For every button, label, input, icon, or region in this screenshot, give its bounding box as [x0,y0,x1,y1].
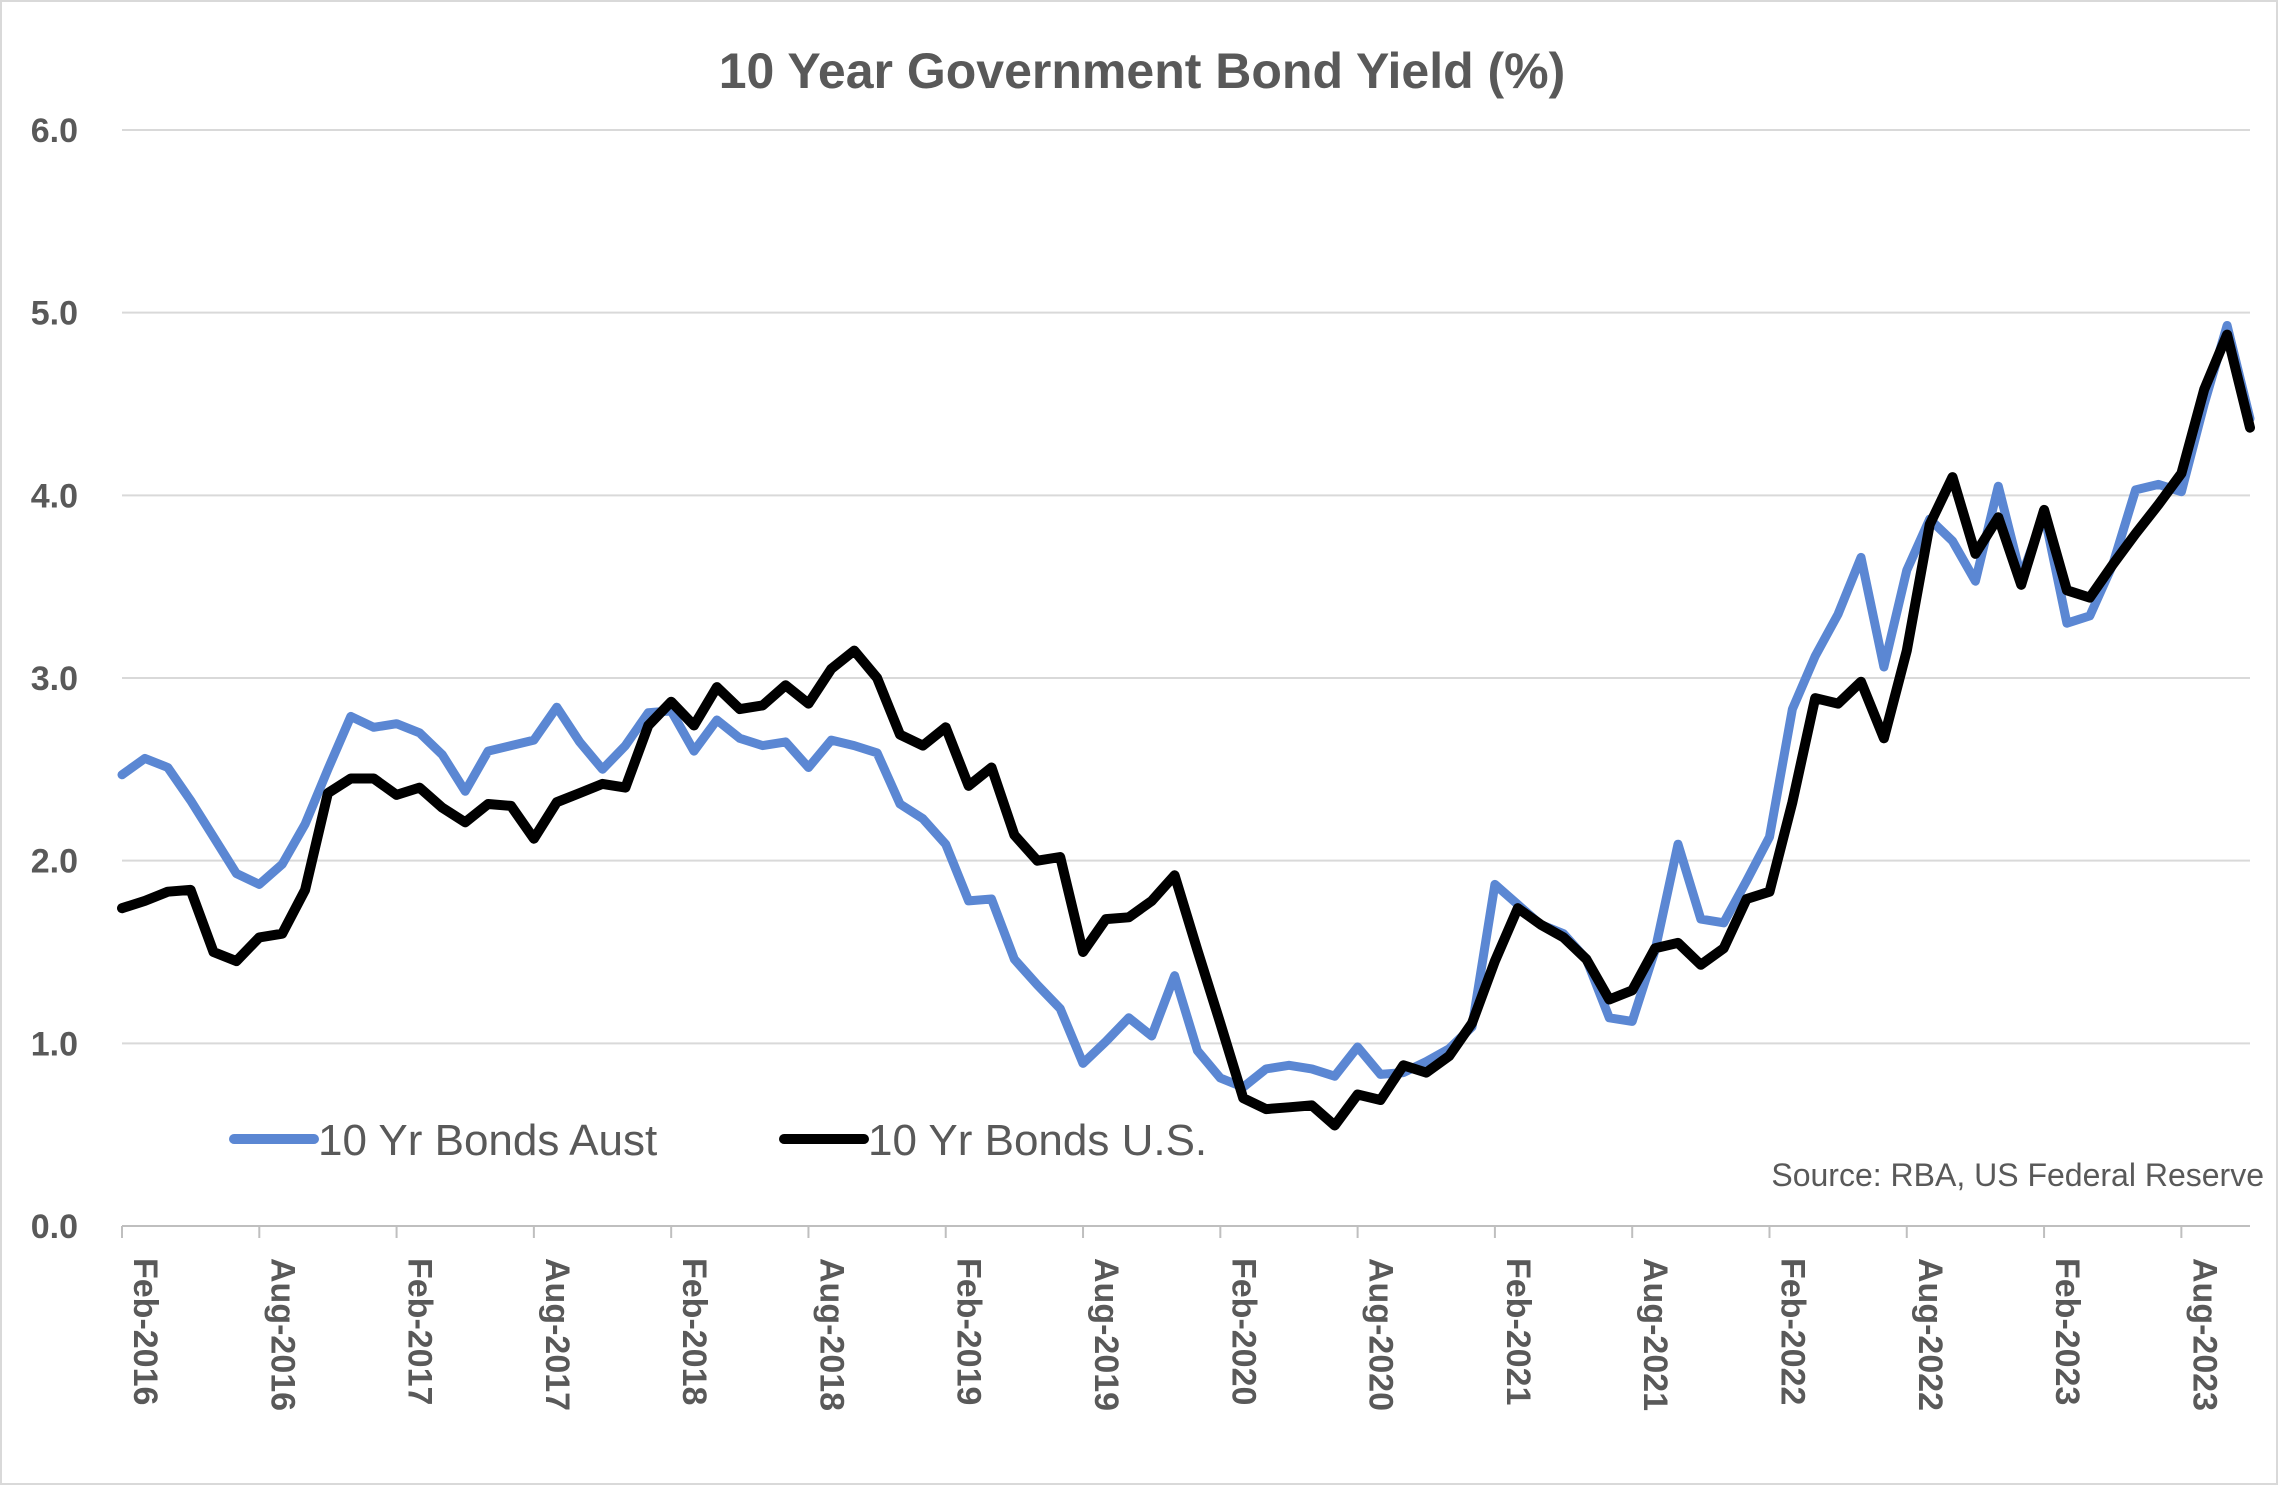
x-tick-label: Aug-2018 [812,1258,850,1411]
x-tick-label: Feb-2016 [126,1258,164,1405]
chart-title: 10 Year Government Bond Yield (%) [719,43,1566,99]
x-tick-label: Feb-2023 [2048,1258,2086,1405]
y-tick-label: 1.0 [31,1025,78,1063]
x-tick-label: Aug-2023 [2185,1258,2223,1411]
y-tick-label: 6.0 [31,112,78,150]
x-tick-label: Aug-2020 [1362,1258,1400,1411]
source-note: Source: RBA, US Federal Reserve [1771,1157,2264,1193]
series-line-us [117,329,2255,1131]
x-tick-label: Aug-2016 [263,1258,301,1411]
y-tick-label: 3.0 [31,660,78,698]
y-tick-label: 0.0 [31,1208,78,1246]
x-tick-label: Aug-2017 [538,1258,576,1411]
series-line-aust [117,321,2255,1092]
legend-label: 10 Yr Bonds U.S. [868,1116,1207,1165]
x-tick-label: Feb-2018 [675,1258,713,1405]
legend-label: 10 Yr Bonds Aust [318,1116,657,1165]
series-lines [117,321,2255,1131]
y-axis-ticks: 0.0 1.0 2.0 3.0 4.0 5.0 6.0 [31,112,78,1246]
x-tick-label: Feb-2020 [1224,1258,1262,1405]
x-tick-label: Aug-2022 [1911,1258,1949,1411]
y-tick-label: 4.0 [31,477,78,515]
x-tick-label: Feb-2022 [1773,1258,1811,1405]
y-tick-label: 2.0 [31,843,78,881]
y-tick-label: 5.0 [31,295,78,333]
x-tick-label: Feb-2021 [1499,1258,1537,1405]
legend: 10 Yr Bonds Aust 10 Yr Bonds U.S. [229,1116,1207,1165]
x-tick-label: Aug-2021 [1636,1258,1674,1411]
gridlines [122,129,2250,1227]
x-axis-ticks: Feb-2016 Aug-2016 Feb-2017 Aug-2017 Feb-2018… [121,1226,2223,1411]
x-tick-label: Feb-2017 [401,1258,439,1405]
x-tick-label: Aug-2019 [1087,1258,1125,1411]
x-tick-label: Feb-2019 [950,1258,988,1405]
